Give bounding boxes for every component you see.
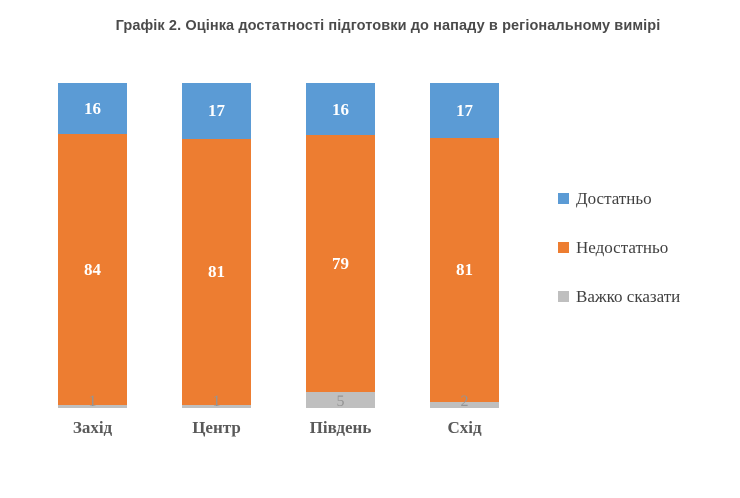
bar-segment-sufficient: 16 — [306, 83, 375, 135]
legend-label: Важко сказати — [576, 287, 681, 306]
bar-column-3: 17 81 2 Схід — [430, 83, 499, 443]
bar-value-label: 16 — [332, 99, 349, 119]
bar-segment-hard_to_say: 1 — [58, 393, 127, 409]
bar-value-label: 16 — [84, 99, 101, 119]
category-label: Центр — [192, 418, 241, 437]
legend-label: Достатньо — [576, 189, 652, 208]
bar-value-label: 1 — [88, 392, 97, 410]
bar-segment-insufficient: 79 — [306, 135, 375, 392]
bar-segment-hard_to_say: 5 — [306, 391, 375, 410]
bar-column-1: 17 81 1 Центр — [182, 83, 251, 443]
legend-item-hard_to_say: Важко сказати — [558, 287, 680, 306]
bar-column-2: 16 79 5 Південь — [306, 83, 375, 443]
bar-segment-insufficient: 84 — [58, 134, 127, 405]
category-label: Схід — [447, 418, 482, 437]
category-label: Захід — [72, 418, 113, 437]
bar-segment-sufficient: 16 — [58, 83, 127, 135]
bar-segment-insufficient: 81 — [430, 138, 499, 402]
bar-segment-sufficient: 17 — [182, 83, 251, 139]
bar-value-label: 81 — [208, 262, 225, 282]
bar-value-label: 17 — [456, 101, 473, 121]
legend-item-insufficient: Недостатньо — [558, 238, 680, 257]
legend-item-sufficient: Достатньо — [558, 189, 680, 208]
legend-label: Недостатньо — [576, 238, 669, 257]
chart-title: Графік 2. Оцінка достатності підготовки … — [115, 18, 661, 34]
bar-value-label: 2 — [460, 393, 469, 410]
legend-swatch-sufficient — [558, 193, 569, 204]
bar-value-label: 5 — [336, 393, 345, 410]
category-label: Південь — [309, 418, 372, 437]
legend: Достатньо Недостатньо Важко сказати — [558, 189, 680, 306]
bar-value-label: 84 — [84, 260, 101, 280]
bar-segment-sufficient: 17 — [430, 83, 499, 139]
bar-value-label: 17 — [208, 101, 225, 121]
bar-value-label: 81 — [456, 260, 473, 280]
bars-container: 16 84 1 Захід 17 81 1 Центр 16 79 5 Південь 17 81 2 Схі… — [58, 83, 499, 443]
bar-segment-hard_to_say: 1 — [182, 393, 251, 409]
bar-value-label: 79 — [332, 253, 349, 273]
bar-segment-hard_to_say: 2 — [430, 394, 499, 410]
bar-stack: 17 81 1 — [182, 83, 251, 409]
bar-stack: 16 79 5 — [306, 83, 375, 410]
bar-value-label: 1 — [212, 392, 221, 410]
legend-swatch-hard_to_say — [558, 291, 569, 302]
legend-swatch-insufficient — [558, 242, 569, 253]
bar-stack: 17 81 2 — [430, 83, 499, 410]
bar-segment-insufficient: 81 — [182, 138, 251, 405]
bar-column-0: 16 84 1 Захід — [58, 83, 127, 443]
bar-stack: 16 84 1 — [58, 83, 127, 409]
